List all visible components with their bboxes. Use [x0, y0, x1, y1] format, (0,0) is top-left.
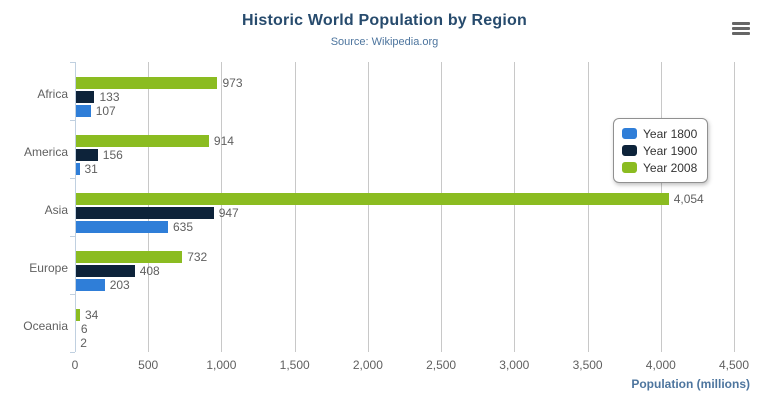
bar-value-label: 2	[80, 336, 87, 350]
gridline	[441, 62, 443, 352]
legend-item-label: Year 2008	[643, 160, 698, 175]
legend-swatch-icon	[622, 145, 637, 156]
bar-value-label: 107	[95, 104, 116, 118]
bar-line: 408	[75, 265, 734, 277]
plot-area: 973 133 107 914 156 31 4,054 947 635 732 408 203 34 6…	[75, 62, 735, 352]
gridline	[367, 62, 369, 352]
bar-value-label: 947	[218, 206, 239, 220]
bar-value-label: 408	[139, 264, 160, 278]
legend-item-year-1800[interactable]: Year 1800	[622, 125, 697, 142]
bar-america-year-1900[interactable]	[75, 149, 98, 161]
bar-line: 914	[75, 135, 734, 147]
y-axis-tick	[70, 352, 75, 353]
y-axis-tick	[70, 62, 75, 63]
bar-africa-year-1800[interactable]	[75, 105, 91, 117]
y-axis-category-label-asia: Asia	[44, 203, 68, 217]
category-row-europe: 732 408 203	[75, 236, 734, 294]
bar-line: 732	[75, 251, 734, 263]
bar-value-label: 973	[222, 76, 243, 90]
x-axis-tick-label: 2,000	[352, 358, 383, 372]
bar-line: 203	[75, 279, 734, 291]
y-axis-tick	[70, 120, 75, 121]
y-axis-line	[75, 62, 76, 352]
gridline	[587, 62, 589, 352]
bar-asia-year-1800[interactable]	[75, 221, 168, 233]
bar-oceania-year-2008[interactable]	[75, 309, 80, 321]
x-axis-tick-label: 1,000	[206, 358, 237, 372]
x-axis-title: Population (millions)	[631, 377, 750, 391]
hamburger-icon	[732, 32, 750, 35]
gridline	[734, 62, 735, 352]
legend: Year 1800 Year 1900 Year 2008	[613, 118, 709, 183]
bar-value-label: 4,054	[673, 192, 704, 206]
x-axis-tick-label: 3,500	[572, 358, 603, 372]
y-axis-tick	[70, 178, 75, 179]
category-row-asia: 4,054 947 635	[75, 178, 734, 236]
legend-swatch-icon	[622, 162, 637, 173]
category-row-africa: 973 133 107	[75, 62, 734, 120]
bar-line: 635	[75, 221, 734, 233]
bar-value-label: 133	[99, 90, 120, 104]
bar-line: 34	[75, 309, 734, 321]
category-row-oceania: 34 6 2	[75, 294, 734, 352]
bar-america-year-2008[interactable]	[75, 135, 209, 147]
legend-item-year-2008[interactable]: Year 2008	[622, 159, 697, 176]
bar-line: 6	[75, 323, 734, 335]
bar-value-label: 34	[85, 308, 99, 322]
bar-line: 133	[75, 91, 734, 103]
bar-value-label: 914	[213, 134, 234, 148]
bar-asia-year-1900[interactable]	[75, 207, 214, 219]
x-axis-tick-label: 4,000	[645, 358, 676, 372]
bar-europe-year-2008[interactable]	[75, 251, 183, 263]
y-axis-tick	[70, 236, 75, 237]
bar-asia-year-2008[interactable]	[75, 193, 669, 205]
bar-value-label: 732	[187, 250, 208, 264]
bar-africa-year-1900[interactable]	[75, 91, 95, 103]
bar-line: 947	[75, 207, 734, 219]
x-axis-tick-label: 2,500	[426, 358, 457, 372]
bar-line: 107	[75, 105, 734, 117]
bar-line: 973	[75, 77, 734, 89]
hamburger-icon	[732, 22, 750, 25]
x-axis-tick-label: 500	[138, 358, 159, 372]
x-axis-tick-label: 0	[71, 358, 79, 372]
y-axis-category-label-oceania: Oceania	[23, 319, 68, 333]
x-axis-tick-label: 1,500	[279, 358, 310, 372]
bar-america-year-1800[interactable]	[75, 163, 80, 175]
legend-item-label: Year 1800	[643, 126, 698, 141]
category-row-america: 914 156 31	[75, 120, 734, 178]
bar-europe-year-1900[interactable]	[75, 265, 135, 277]
y-axis-tick	[70, 294, 75, 295]
legend-swatch-icon	[622, 128, 637, 139]
bar-value-label: 31	[84, 162, 98, 176]
hamburger-icon	[732, 27, 750, 30]
x-axis-tick-label: 3,000	[499, 358, 530, 372]
y-axis-category-label-america: America	[23, 145, 68, 159]
bar-value-label: 203	[109, 278, 130, 292]
bar-value-label: 156	[102, 148, 123, 162]
legend-item-year-1900[interactable]: Year 1900	[622, 142, 697, 159]
bar-africa-year-2008[interactable]	[75, 77, 218, 89]
chart-subtitle: Source: Wikipedia.org	[330, 36, 439, 48]
y-axis-category-label-africa: Africa	[37, 87, 68, 101]
bar-line: 2	[75, 337, 734, 349]
bar-value-label: 6	[80, 322, 88, 336]
bar-europe-year-1800[interactable]	[75, 279, 105, 291]
gridline	[660, 62, 662, 352]
export-menu-button[interactable]	[732, 22, 750, 35]
bar-line: 4,054	[75, 193, 734, 205]
chart-title: Historic World Population by Region	[242, 12, 527, 29]
y-axis-category-label-europe: Europe	[29, 261, 68, 275]
bar-line: 156	[75, 149, 734, 161]
gridline	[294, 62, 296, 352]
bar-line: 31	[75, 163, 734, 175]
gridline	[221, 62, 223, 352]
legend-item-label: Year 1900	[643, 143, 698, 158]
x-axis-tick-label: 4,500	[718, 358, 750, 372]
bar-value-label: 635	[173, 220, 194, 234]
gridline	[514, 62, 516, 352]
